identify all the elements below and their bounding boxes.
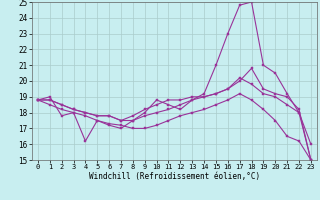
X-axis label: Windchill (Refroidissement éolien,°C): Windchill (Refroidissement éolien,°C) xyxy=(89,172,260,181)
